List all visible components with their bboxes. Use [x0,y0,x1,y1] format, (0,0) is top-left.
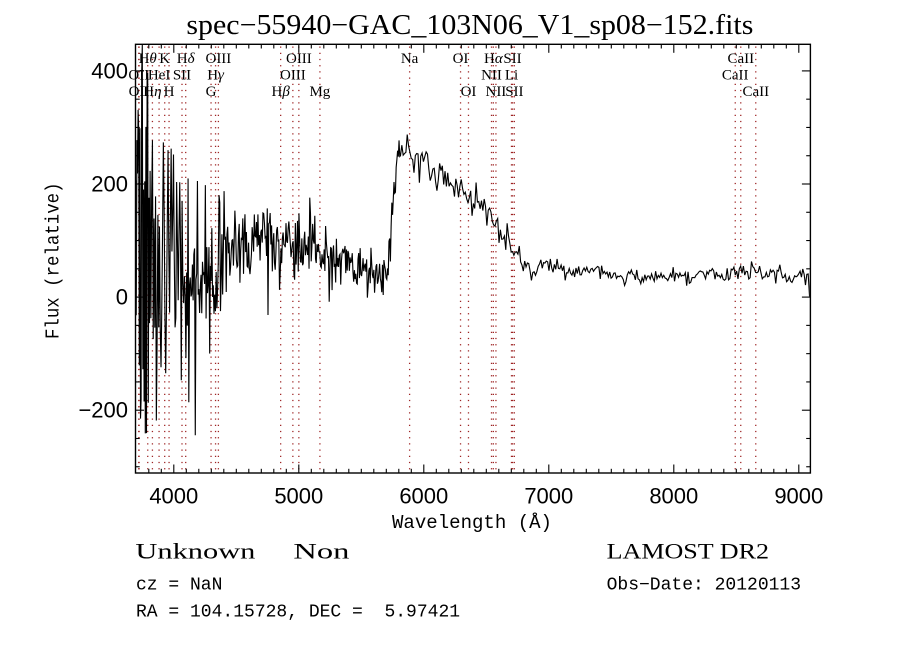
svg-text:400: 400 [91,58,128,83]
svg-text:NII: NII [481,68,502,84]
svg-text:NII: NII [485,84,506,100]
svg-text:CaII: CaII [742,84,769,100]
svg-text:200: 200 [91,172,128,197]
svg-text:OII: OII [128,68,149,84]
svg-text:Wavelength (Å): Wavelength (Å) [392,512,552,534]
svg-text:LAMOST DR2: LAMOST DR2 [607,539,769,564]
svg-text:8000: 8000 [649,484,698,509]
svg-text:OIII: OIII [286,51,312,67]
svg-text:Unknown: Unknown [135,539,255,564]
svg-text:OIII: OIII [205,51,231,67]
svg-text:OI: OI [453,51,469,67]
svg-text:cz = NaN: cz = NaN [136,576,222,596]
svg-text:9000: 9000 [774,484,823,509]
svg-text:Na: Na [401,51,419,67]
svg-text:0: 0 [116,285,128,310]
svg-text:SII: SII [173,68,191,84]
svg-text:6000: 6000 [399,484,448,509]
svg-text:CaII: CaII [722,68,749,84]
svg-text:5000: 5000 [274,484,323,509]
svg-text:Hβ: Hβ [272,84,291,100]
svg-text:K: K [159,51,170,67]
svg-text:SII: SII [503,51,521,67]
svg-text:7000: 7000 [524,484,573,509]
svg-text:Non: Non [293,539,349,564]
svg-text:Mg: Mg [309,84,330,100]
svg-text:CaII: CaII [727,51,754,67]
svg-text:−200: −200 [78,398,128,423]
svg-text:Flux (relative): Flux (relative) [43,183,65,340]
svg-text:Hγ: Hγ [207,68,225,84]
svg-text:Hθ: Hθ [139,51,158,67]
svg-text:OII: OII [129,84,150,100]
svg-text:G: G [206,84,217,100]
svg-text:OI: OI [461,84,477,100]
svg-text:4000: 4000 [149,484,198,509]
svg-text:Obs−Date: 20120113: Obs−Date: 20120113 [607,576,801,596]
svg-text:Hη: Hη [143,84,161,100]
svg-text:H: H [164,84,175,100]
svg-text:RA = 104.15728, DEC = 5.97421: RA = 104.15728, DEC = 5.97421 [136,603,460,623]
svg-text:spec−55940−GAC_103N06_V1_sp08−: spec−55940−GAC_103N06_V1_sp08−152.fits [186,10,753,41]
svg-text:HeI: HeI [148,68,171,84]
svg-text:Hα: Hα [484,51,504,67]
svg-text:SII: SII [505,84,523,100]
svg-text:OIII: OIII [280,68,306,84]
svg-text:Hδ: Hδ [177,51,196,67]
svg-text:Li: Li [505,68,518,84]
